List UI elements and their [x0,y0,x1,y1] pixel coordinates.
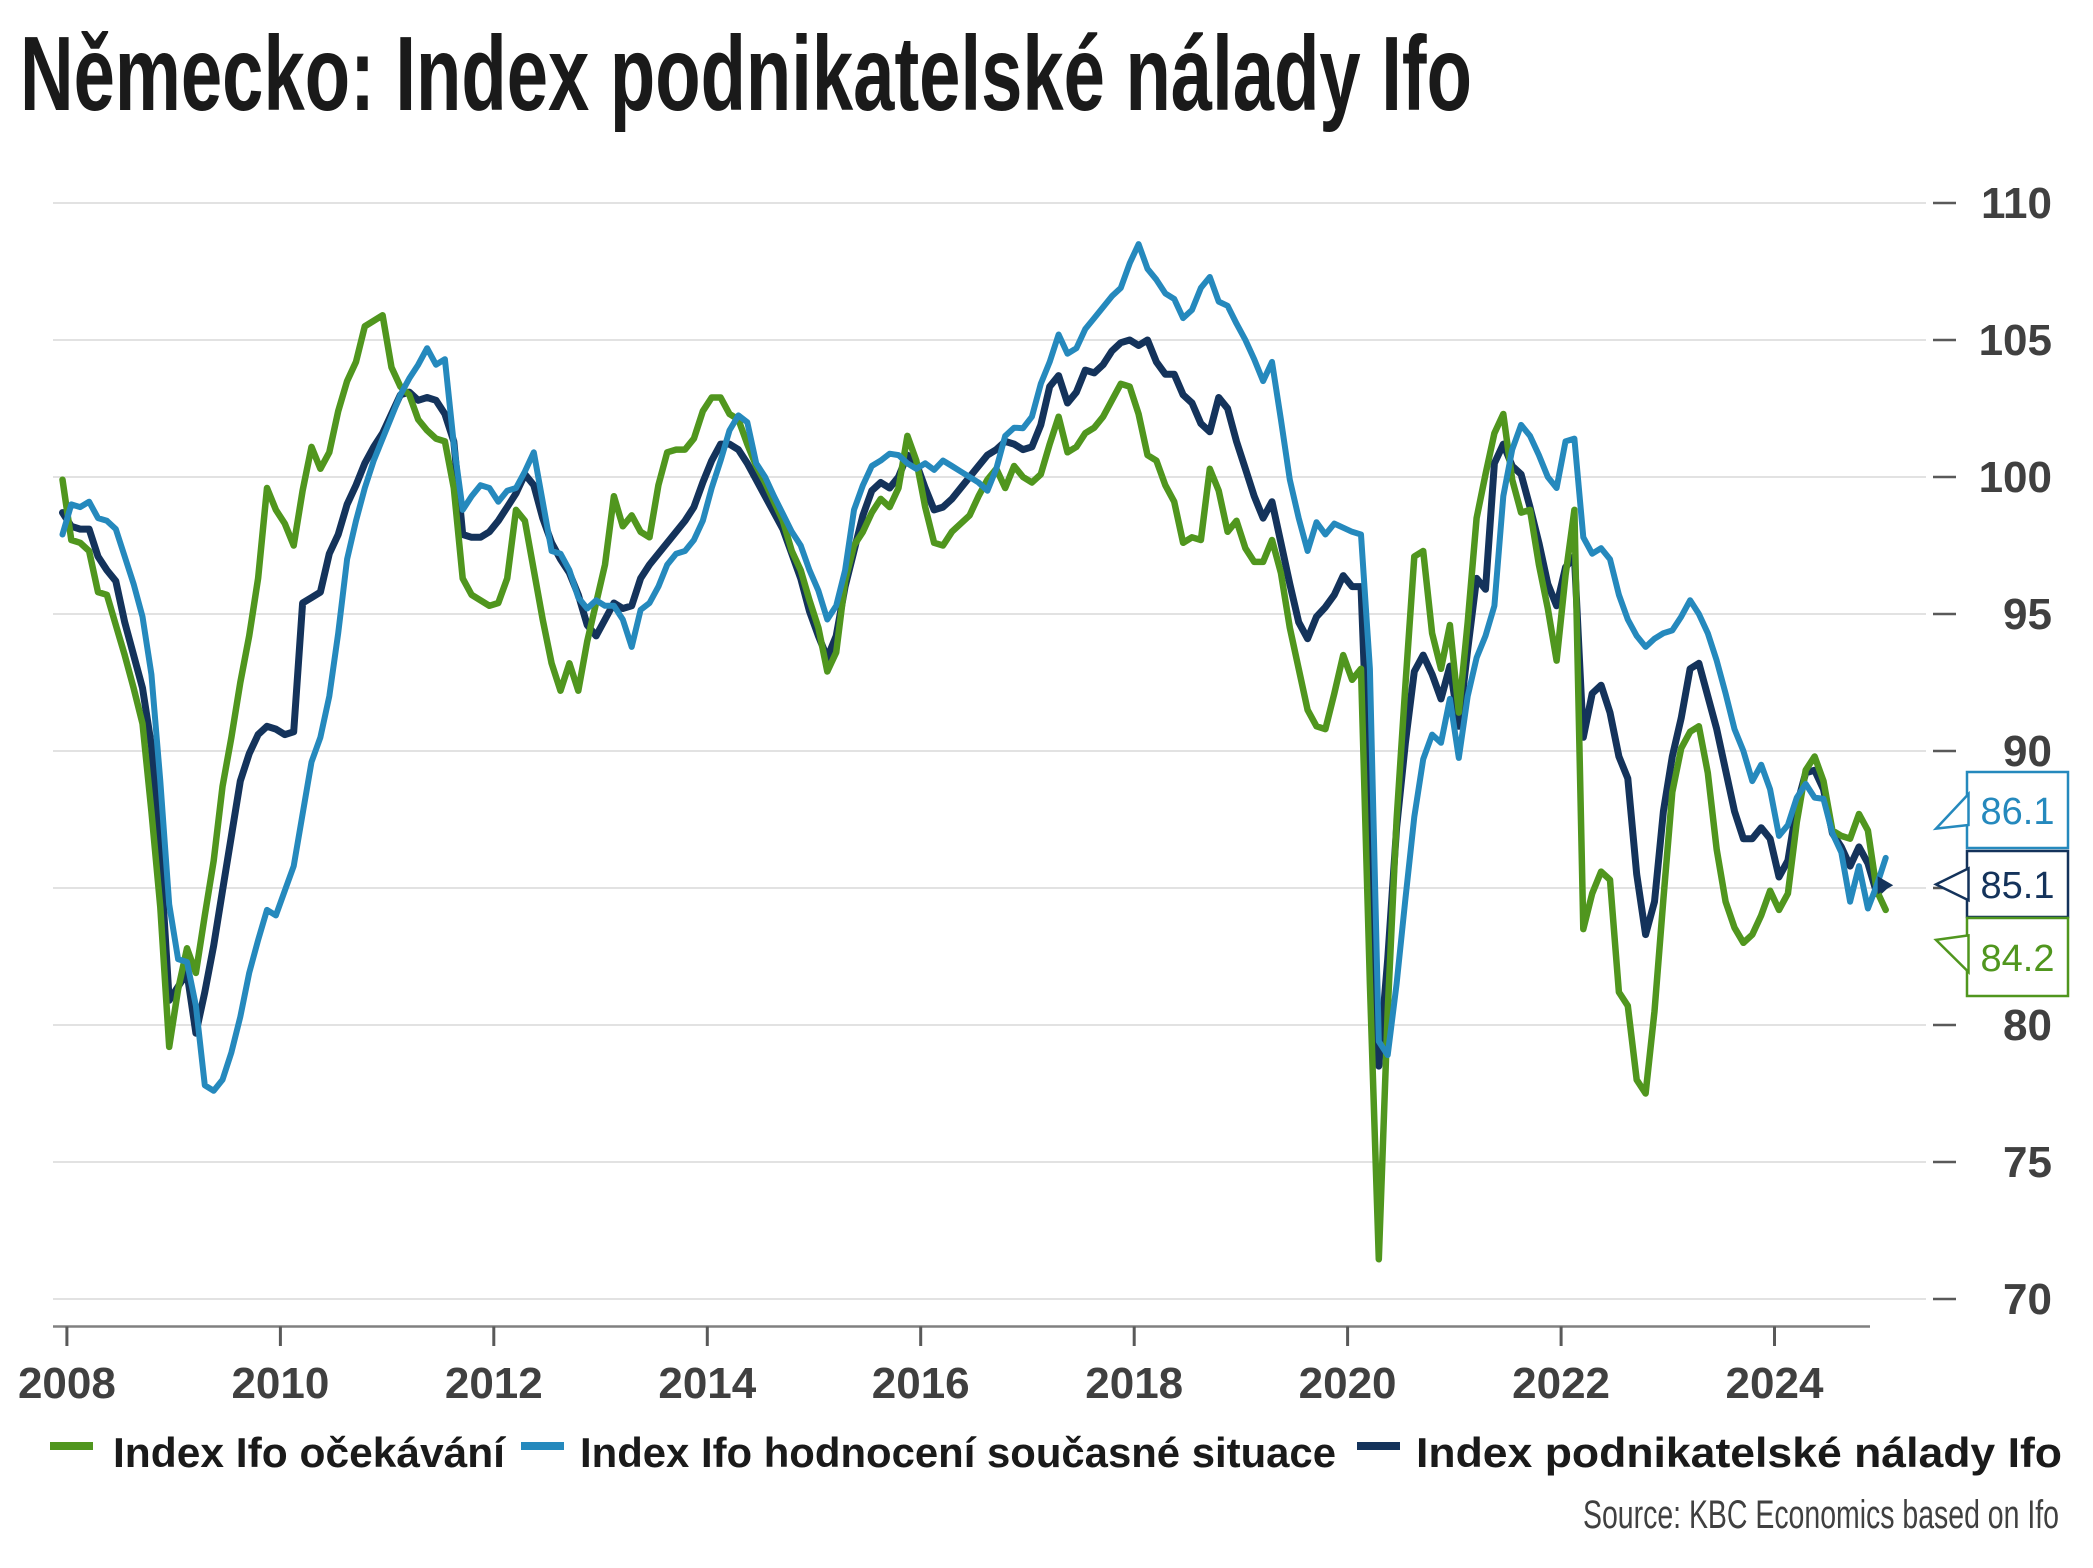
svg-text:110: 110 [1981,179,2052,228]
svg-text:Index Ifo hodnocení současné s: Index Ifo hodnocení současné situace [580,1429,1336,1476]
svg-text:86.1: 86.1 [1981,791,2055,833]
svg-text:2012: 2012 [445,1359,543,1408]
svg-text:70: 70 [2003,1275,2052,1324]
svg-text:2020: 2020 [1299,1359,1397,1408]
svg-text:Source: KBC Economics based on: Source: KBC Economics based on Ifo [1583,1493,2059,1537]
svg-text:2018: 2018 [1085,1359,1183,1408]
svg-text:105: 105 [1979,316,2052,365]
svg-text:Německo: Index podnikatelské n: Německo: Index podnikatelské nálady Ifo [20,15,1472,133]
svg-text:80: 80 [2003,1001,2052,1050]
svg-text:2022: 2022 [1512,1359,1610,1408]
svg-text:100: 100 [1979,453,2052,502]
svg-text:2010: 2010 [231,1359,329,1408]
svg-text:Index Ifo očekávání: Index Ifo očekávání [113,1429,506,1476]
svg-text:90: 90 [2003,727,2052,776]
svg-text:95: 95 [2003,590,2052,639]
svg-text:2016: 2016 [872,1359,970,1408]
svg-text:84.2: 84.2 [1981,938,2055,980]
svg-text:2024: 2024 [1726,1359,1824,1408]
svg-text:75: 75 [2003,1138,2052,1187]
svg-text:85.1: 85.1 [1981,865,2055,907]
svg-text:Index podnikatelské nálady Ifo: Index podnikatelské nálady Ifo [1416,1429,2062,1476]
svg-text:2008: 2008 [18,1359,116,1408]
svg-text:2014: 2014 [658,1359,756,1408]
